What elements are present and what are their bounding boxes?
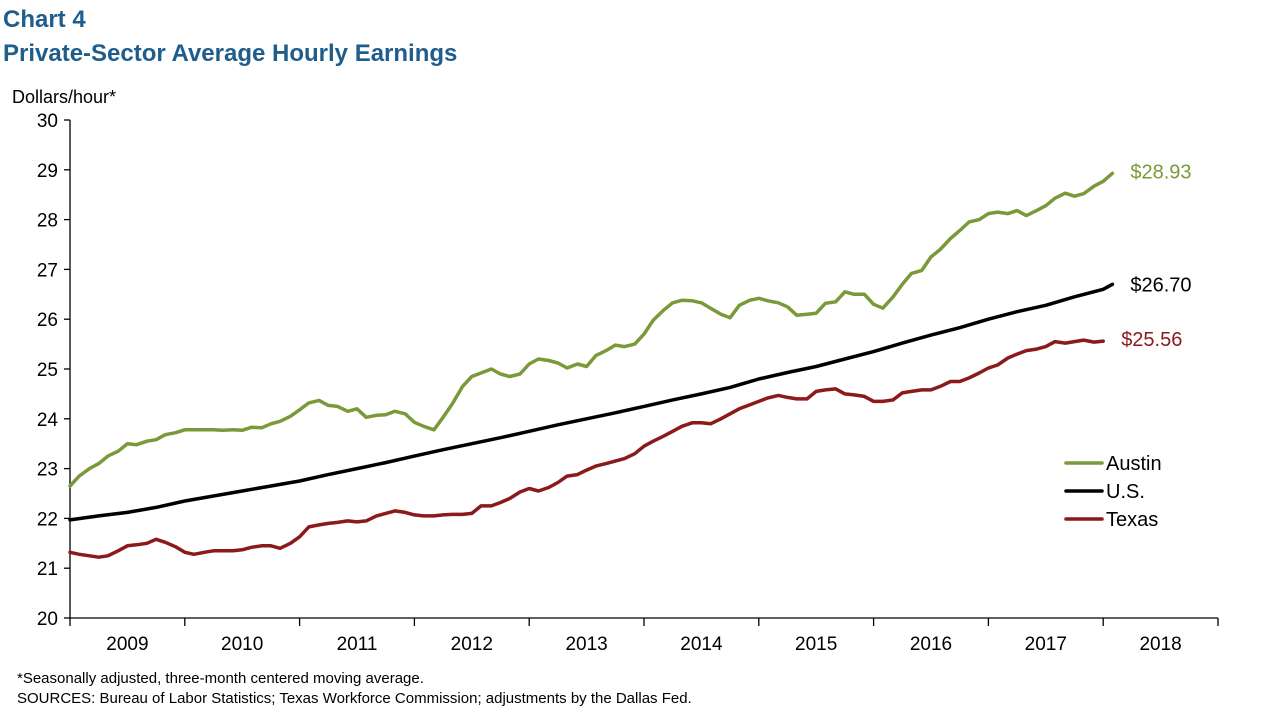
x-tick-label: 2017 — [1025, 634, 1067, 655]
x-tick-label: 2012 — [451, 634, 493, 655]
y-axis-label: Dollars/hour* — [12, 87, 116, 107]
y-tick-label: 21 — [37, 559, 58, 580]
footnote-note: *Seasonally adjusted, three-month center… — [17, 670, 424, 687]
end-labels: $28.93 $26.70 $25.56 — [1121, 161, 1191, 351]
end-label-austin: $28.93 — [1130, 161, 1191, 183]
end-label-texas: $25.56 — [1121, 329, 1182, 351]
x-tick-label: 2009 — [106, 634, 148, 655]
y-tick-label: 20 — [37, 609, 58, 630]
y-tick-label: 25 — [37, 360, 58, 381]
y-tick-label: 28 — [37, 211, 58, 232]
x-tick-label: 2014 — [680, 634, 723, 655]
x-tick-label: 2010 — [221, 634, 263, 655]
x-tick-label: 2013 — [565, 634, 607, 655]
y-tick-label: 26 — [37, 310, 58, 331]
series-line-austin — [68, 171, 1115, 488]
end-label-us: $26.70 — [1130, 274, 1191, 296]
x-tick-label: 2011 — [337, 634, 378, 655]
footnote-sources: SOURCES: Bureau of Labor Statistics; Tex… — [17, 690, 692, 707]
y-tick-label: 24 — [37, 410, 59, 431]
legend-label-us: U.S. — [1106, 481, 1145, 503]
chart-title: Private-Sector Average Hourly Earnings — [3, 40, 458, 67]
x-tick-label: 2015 — [795, 634, 837, 655]
y-tick-label: 29 — [37, 161, 58, 182]
x-tick-label: 2016 — [910, 634, 952, 655]
legend-label-texas: Texas — [1106, 509, 1158, 531]
series-line-us — [68, 282, 1115, 522]
y-tick-label: 30 — [37, 111, 58, 132]
legend: Austin U.S. Texas — [1064, 453, 1162, 531]
series-lines — [68, 171, 1115, 559]
x-tick-label: 2018 — [1139, 634, 1181, 655]
y-tick-label: 23 — [37, 460, 58, 481]
y-tick-label: 22 — [37, 509, 58, 530]
chart-number: Chart 4 — [3, 6, 86, 33]
legend-label-austin: Austin — [1106, 453, 1162, 475]
series-line-texas — [68, 338, 1105, 559]
axes: 20 21 22 23 24 25 26 27 28 29 30 2009 2010 2011 2012 20… — [37, 111, 1219, 655]
y-tick-label: 27 — [37, 260, 58, 281]
